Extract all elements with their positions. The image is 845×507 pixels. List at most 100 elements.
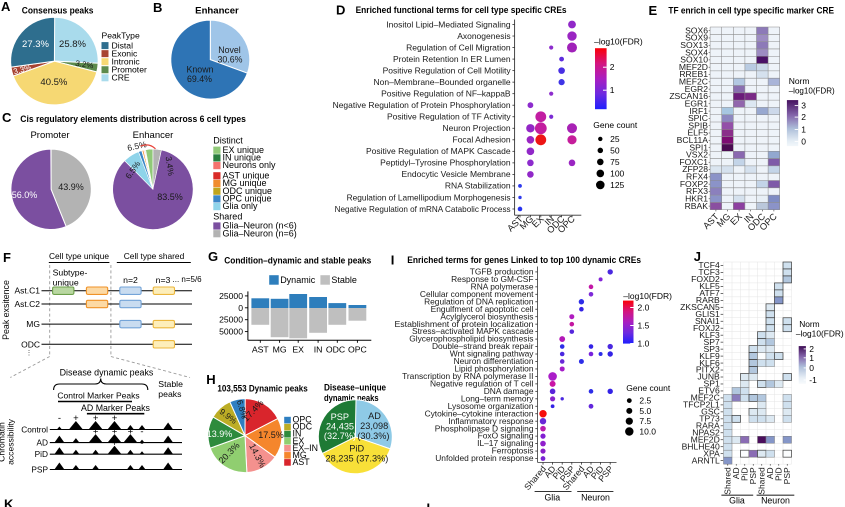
svg-text:Positive Regulation of TF Acti: Positive Regulation of TF Activity xyxy=(387,112,511,122)
svg-text:F: F xyxy=(3,250,11,265)
svg-text:Long–term memory: Long–term memory xyxy=(461,393,534,403)
svg-text:AD: AD xyxy=(368,411,381,421)
svg-text:10.0: 10.0 xyxy=(639,427,656,437)
svg-text:24,435: 24,435 xyxy=(326,422,354,432)
svg-text:Inflammatory response: Inflammatory response xyxy=(448,416,534,426)
svg-text:RREB1: RREB1 xyxy=(679,69,708,79)
svg-text:Intronic: Intronic xyxy=(112,57,141,67)
svg-text:75: 75 xyxy=(610,157,620,167)
svg-text:KLF3: KLF3 xyxy=(699,330,720,340)
svg-text:–log10(FDR): –log10(FDR) xyxy=(594,36,643,46)
svg-text:MG unique: MG unique xyxy=(223,178,267,188)
svg-text:FOXD2: FOXD2 xyxy=(691,274,720,284)
svg-text:Glycerophospholipid biosynthes: Glycerophospholipid biosynthesis xyxy=(409,334,533,344)
svg-text:accessibility: accessibility xyxy=(6,418,16,465)
svg-text:-1: -1 xyxy=(809,375,817,385)
svg-text:Gene count: Gene count xyxy=(626,383,671,393)
svg-text:MEF2C: MEF2C xyxy=(691,393,720,403)
svg-text:Ast.C1: Ast.C1 xyxy=(14,286,40,296)
svg-text:RNA polymerase: RNA polymerase xyxy=(471,281,534,291)
svg-text:Stable: Stable xyxy=(331,275,357,285)
svg-text:+: + xyxy=(73,413,79,424)
svg-text:BHLHE40: BHLHE40 xyxy=(682,441,720,451)
svg-text:SPIC: SPIC xyxy=(688,113,708,123)
svg-text:Glia only: Glia only xyxy=(223,201,259,211)
svg-text:ODC unique: ODC unique xyxy=(223,186,273,196)
svg-text:Enriched functional terms for: Enriched functional terms for cell type … xyxy=(356,5,567,15)
svg-text:5.0: 5.0 xyxy=(639,406,651,416)
svg-text:Known: Known xyxy=(187,65,214,75)
svg-text:MG: MG xyxy=(273,345,287,355)
svg-text:GSC: GSC xyxy=(701,407,720,417)
svg-text:AST: AST xyxy=(293,457,311,467)
svg-text:FOXC1: FOXC1 xyxy=(679,157,708,167)
svg-text:PSP: PSP xyxy=(782,467,792,484)
svg-text:Axonogenesis: Axonogenesis xyxy=(457,31,510,41)
svg-text:Phospholipase D signaling: Phospholipase D signaling xyxy=(435,423,534,433)
svg-text:RFX3: RFX3 xyxy=(686,186,708,196)
svg-text:Negative Regulation of mRNA Ca: Negative Regulation of mRNA Catabolic Pr… xyxy=(335,204,511,214)
svg-text:+: + xyxy=(128,426,134,437)
svg-text:RFX4: RFX4 xyxy=(686,172,708,182)
svg-text:125: 125 xyxy=(610,180,624,190)
svg-text:1: 1 xyxy=(610,85,615,95)
svg-text:C: C xyxy=(2,110,12,125)
svg-text:1.5: 1.5 xyxy=(638,321,650,331)
svg-text:MEF2D: MEF2D xyxy=(679,62,708,72)
svg-text:Control: Control xyxy=(21,425,48,435)
svg-text:1: 1 xyxy=(801,125,806,135)
svg-text:AST unique: AST unique xyxy=(223,170,270,180)
svg-text:Protein Retention In ER Lumen: Protein Retention In ER Lumen xyxy=(393,54,511,64)
svg-text:Acylglycerol biosynthesis: Acylglycerol biosynthesis xyxy=(440,311,533,321)
svg-text:2: 2 xyxy=(610,62,615,72)
svg-text:SP7: SP7 xyxy=(704,337,720,347)
svg-text:IRF1: IRF1 xyxy=(689,106,708,116)
svg-text:dynamic peaks: dynamic peaks xyxy=(324,393,379,403)
svg-text:Double–strand break repair: Double–strand break repair xyxy=(432,341,534,351)
svg-text:2: 2 xyxy=(809,344,814,354)
svg-text:Ferroptosis: Ferroptosis xyxy=(492,446,534,456)
svg-text:Exonic: Exonic xyxy=(112,48,138,58)
svg-text:unique: unique xyxy=(53,278,79,288)
svg-text:43.9%: 43.9% xyxy=(58,182,84,192)
svg-text:+: + xyxy=(112,438,118,449)
svg-text:Positive Regulation of Cell Mo: Positive Regulation of Cell Motility xyxy=(383,65,512,75)
svg-text:AD: AD xyxy=(36,438,48,448)
svg-text:Neuron: Neuron xyxy=(581,493,610,503)
svg-text:MEF2D: MEF2D xyxy=(691,434,720,444)
svg-text:Peak exsitence: Peak exsitence xyxy=(1,280,11,340)
svg-text:Gene count: Gene count xyxy=(593,120,638,130)
svg-text:H: H xyxy=(206,372,215,387)
svg-text:–log10(FDR): –log10(FDR) xyxy=(796,328,844,338)
svg-text:EGR1: EGR1 xyxy=(685,98,709,108)
svg-text:2: 2 xyxy=(801,112,806,122)
svg-text:JUNB: JUNB xyxy=(697,372,720,382)
svg-text:n=2: n=2 xyxy=(123,275,138,285)
svg-text:25: 25 xyxy=(610,134,620,144)
svg-text:IL–17 signaling: IL–17 signaling xyxy=(477,438,534,448)
svg-text:RNA Stabilization: RNA Stabilization xyxy=(445,181,511,191)
svg-text:Enriched terms for genes Linke: Enriched terms for genes Linked to top 1… xyxy=(407,255,641,265)
svg-text:Consensus peaks: Consensus peaks xyxy=(22,5,94,15)
svg-text:103,553 Dynamic peaks: 103,553 Dynamic peaks xyxy=(217,384,307,394)
svg-text:TGFB production: TGFB production xyxy=(470,267,534,277)
svg-text:PiD: PiD xyxy=(740,467,750,481)
svg-text:FOXJ2: FOXJ2 xyxy=(693,323,720,333)
svg-text:OPC: OPC xyxy=(293,415,313,425)
svg-text:ZKSCAN5: ZKSCAN5 xyxy=(680,302,720,312)
svg-text:SP1: SP1 xyxy=(704,379,720,389)
svg-text:Ast.C2: Ast.C2 xyxy=(14,299,40,309)
svg-text:3.4%: 3.4% xyxy=(164,156,177,177)
svg-text:Glia–Neuron (n<6): Glia–Neuron (n<6) xyxy=(223,221,297,231)
svg-text:1: 1 xyxy=(809,353,814,363)
svg-text:7.5: 7.5 xyxy=(639,416,651,426)
svg-text:Enhancer: Enhancer xyxy=(133,130,174,141)
svg-text:Promoter: Promoter xyxy=(112,65,147,75)
svg-text:Glia: Glia xyxy=(729,496,745,506)
svg-text:AD Marker Peaks: AD Marker Peaks xyxy=(81,403,151,413)
svg-text:2.0: 2.0 xyxy=(638,303,650,313)
svg-text:Cell type unique: Cell type unique xyxy=(49,251,109,261)
svg-text:SP3: SP3 xyxy=(704,344,720,354)
svg-text:KLF5: KLF5 xyxy=(699,281,720,291)
svg-text:... n=5/6: ... n=5/6 xyxy=(173,275,203,284)
